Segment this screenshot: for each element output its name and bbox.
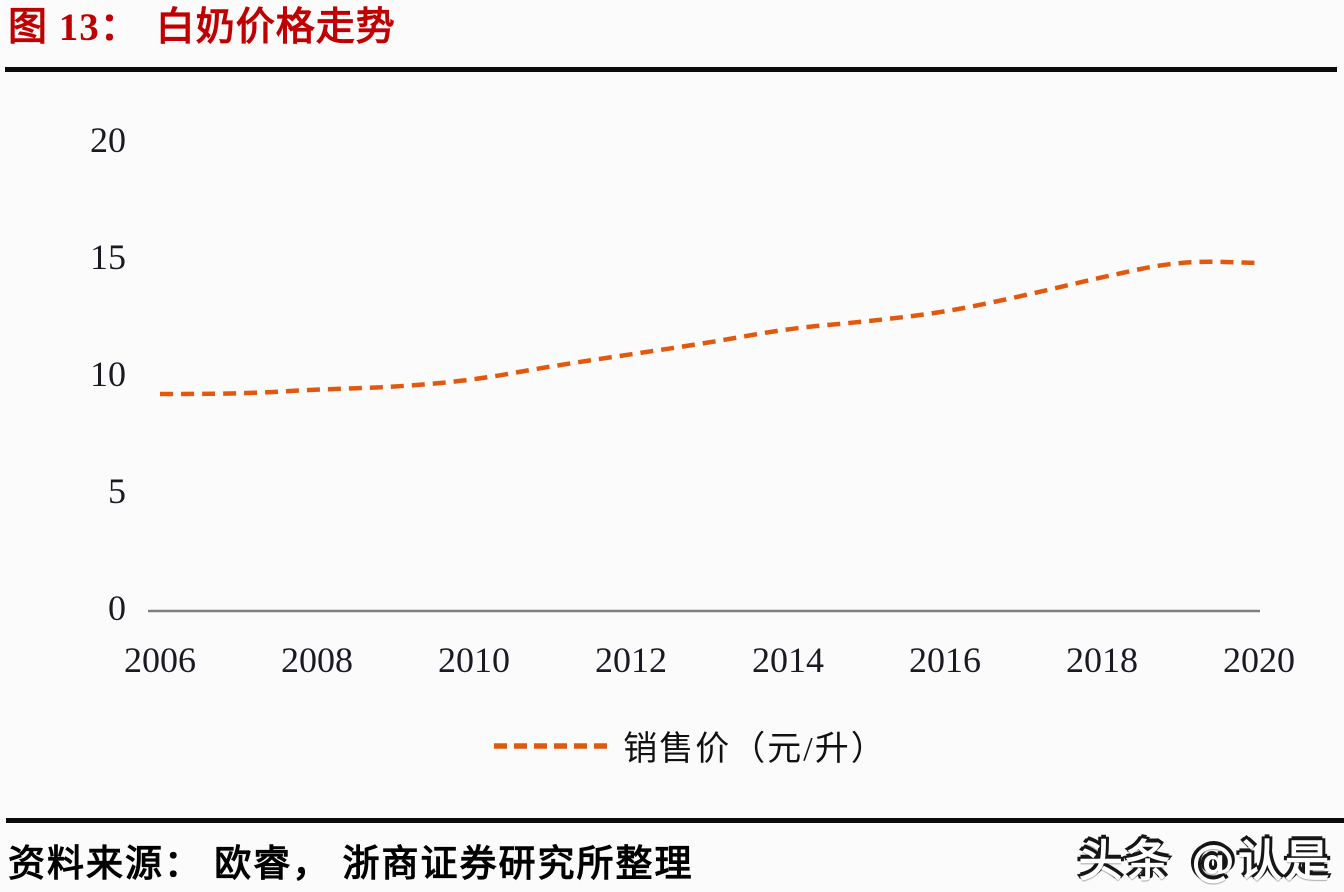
- figure-number-label: 图 13：: [8, 6, 140, 49]
- x-axis-tick-label: 2012: [595, 640, 667, 680]
- divider-bottom: [6, 818, 1344, 823]
- figure-title-text: 白奶价格走势: [155, 6, 396, 49]
- chart-legend: 销售价（元/升）: [18, 721, 1344, 770]
- y-axis-tick-label: 0: [108, 588, 126, 628]
- line-chart-canvas: 0 5 10 15 20 2006 2008 2010 2012 2014 2016 2018 2020: [90, 120, 1295, 680]
- figure-title: 图 13： 白奶价格走势: [8, 0, 396, 52]
- dashed-line-sample-icon: [494, 742, 611, 749]
- watermark-text: 头条 @认是: [1078, 836, 1332, 887]
- x-axis-tick-label: 2014: [752, 640, 824, 680]
- x-axis-tick-label: 2010: [438, 640, 510, 680]
- price-trend-dashed-line: [159, 259, 1260, 397]
- x-axis-tick-label: 2018: [1066, 640, 1138, 680]
- y-axis-tick-label: 10: [90, 354, 126, 394]
- y-axis-tick-label: 20: [90, 120, 126, 160]
- x-axis-tick-label: 2016: [909, 640, 981, 680]
- x-axis-tick-label: 2006: [124, 640, 196, 680]
- milk-price-line-chart: 0 5 10 15 20 2006 2008 2010 2012 2014 2016 2018 2020: [0, 70, 1344, 690]
- y-axis-tick-label: 5: [108, 471, 126, 511]
- x-axis-tick-label: 2020: [1223, 640, 1295, 680]
- divider-top: [5, 67, 1337, 72]
- legend-series-label: 销售价（元/升）: [623, 731, 887, 768]
- y-axis-tick-label: 15: [90, 237, 126, 277]
- x-axis-tick-label: 2008: [281, 640, 353, 680]
- data-source-note: 资料来源： 欧睿， 浙商证券研究所整理: [8, 844, 694, 885]
